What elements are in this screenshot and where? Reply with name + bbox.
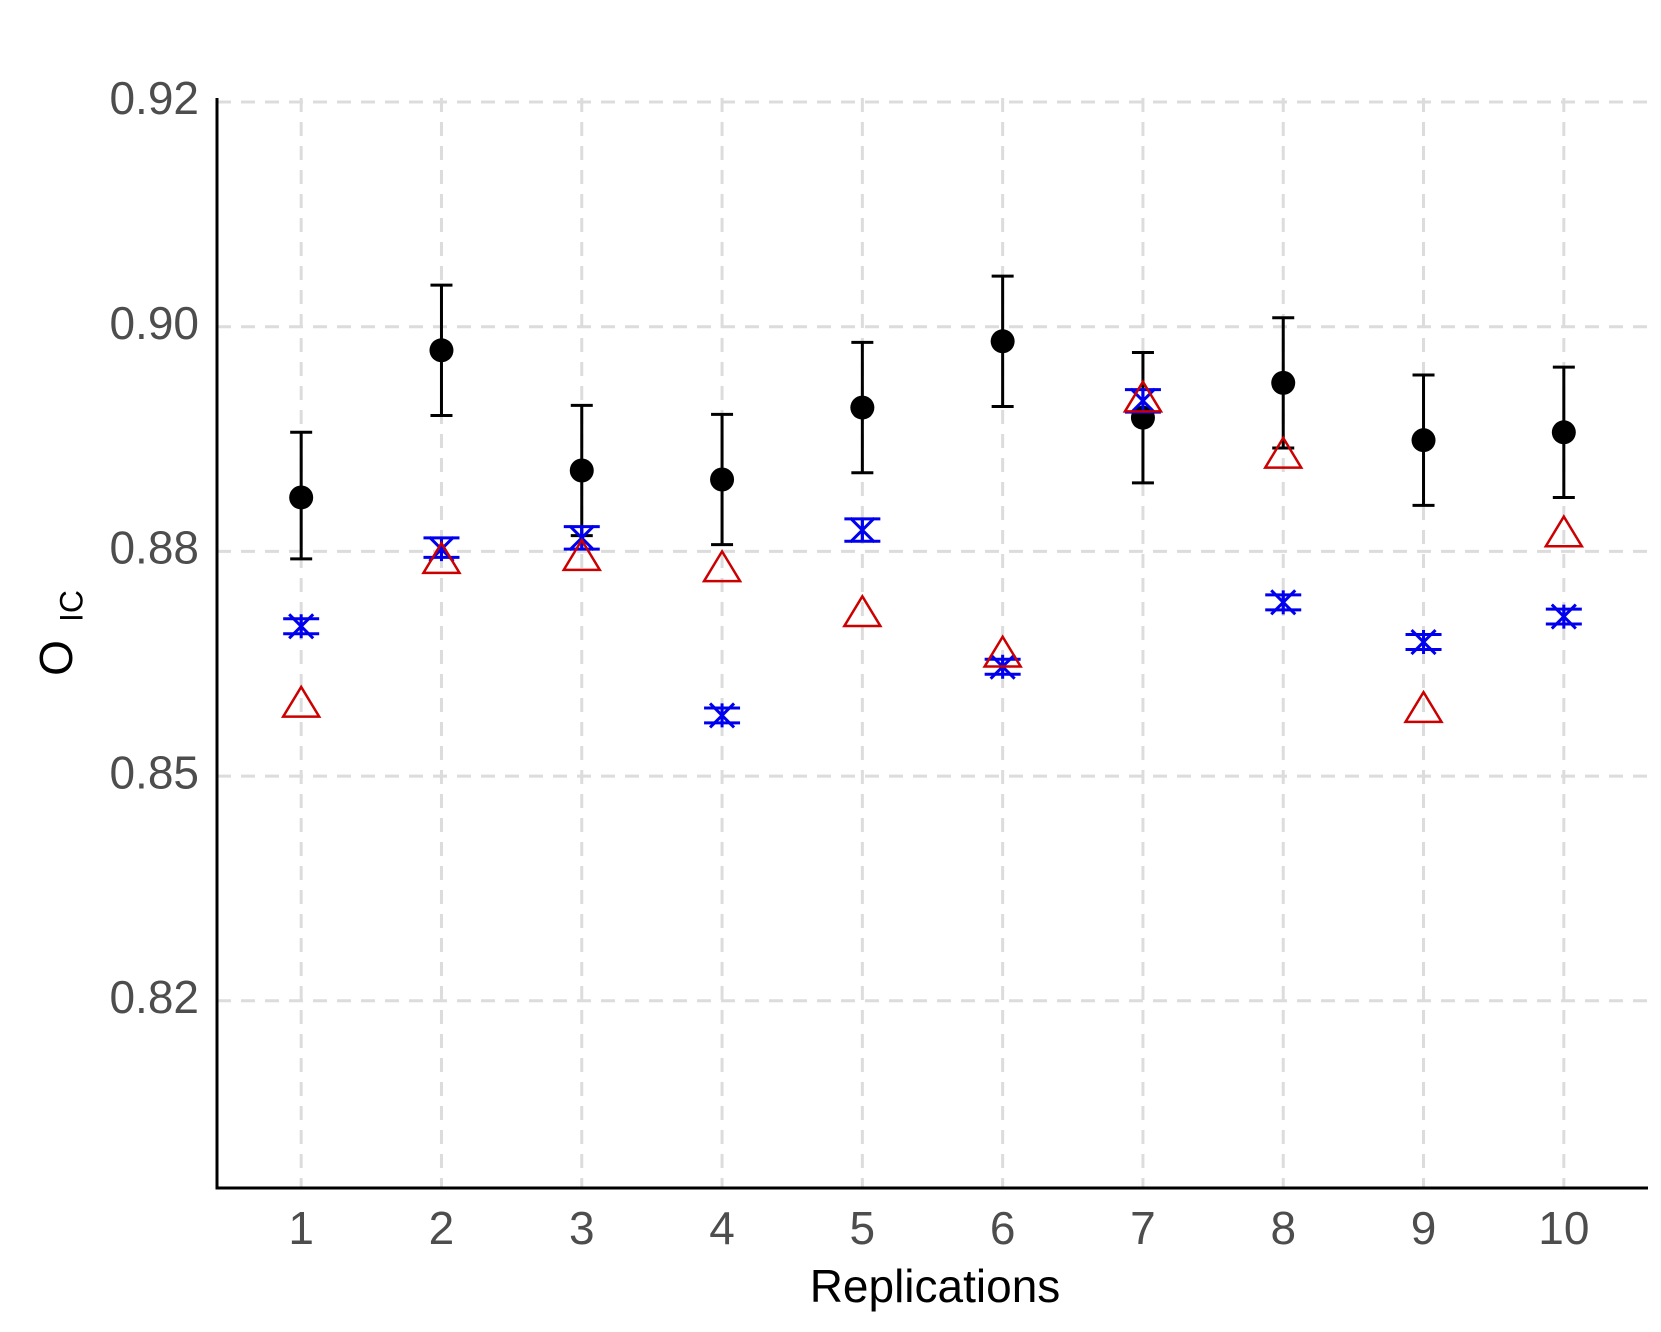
point	[1411, 428, 1436, 453]
x-tick-label: 7	[1130, 1202, 1156, 1254]
point	[842, 593, 883, 628]
point	[1543, 514, 1585, 548]
point	[561, 537, 602, 572]
x-tick-label: 1	[288, 1202, 314, 1254]
x-tick-label: 10	[1538, 1202, 1589, 1254]
point	[990, 329, 1015, 354]
x-tick-label: 9	[1411, 1202, 1437, 1254]
point	[710, 467, 735, 492]
point	[1403, 689, 1444, 724]
point	[1271, 370, 1296, 395]
point	[850, 395, 875, 420]
y-tick-label: 0.82	[109, 971, 199, 1023]
x-tick-label: 8	[1270, 1202, 1296, 1254]
x-tick-label: 5	[850, 1202, 876, 1254]
point	[1410, 628, 1437, 656]
x-axis-label: Replications	[810, 1260, 1061, 1312]
x-tick-label: 6	[990, 1202, 1016, 1254]
point	[1550, 603, 1577, 630]
point	[1122, 379, 1164, 413]
point	[1551, 420, 1576, 445]
y-tick-label: 0.90	[109, 297, 199, 349]
x-tick-label: 4	[709, 1202, 735, 1254]
y-axis-label: O	[30, 640, 82, 676]
point	[429, 338, 454, 363]
point	[849, 516, 876, 544]
point	[289, 485, 314, 510]
x-tick-label: 2	[429, 1202, 455, 1254]
point	[1270, 589, 1297, 616]
point	[569, 458, 594, 483]
point	[1263, 435, 1304, 469]
point	[701, 548, 743, 583]
x-tick-label: 3	[569, 1202, 595, 1254]
point	[280, 684, 322, 718]
point	[421, 540, 462, 575]
y-axis-label-group: O IC	[30, 590, 89, 676]
point	[982, 634, 1023, 668]
y-tick-label: 0.88	[109, 522, 199, 574]
point	[1129, 387, 1157, 414]
y-tick-label: 0.85	[109, 746, 199, 798]
y-axis-label-sub: IC	[53, 590, 89, 622]
point	[288, 613, 315, 640]
y-tick-label: 0.92	[109, 72, 199, 124]
point	[708, 702, 736, 729]
